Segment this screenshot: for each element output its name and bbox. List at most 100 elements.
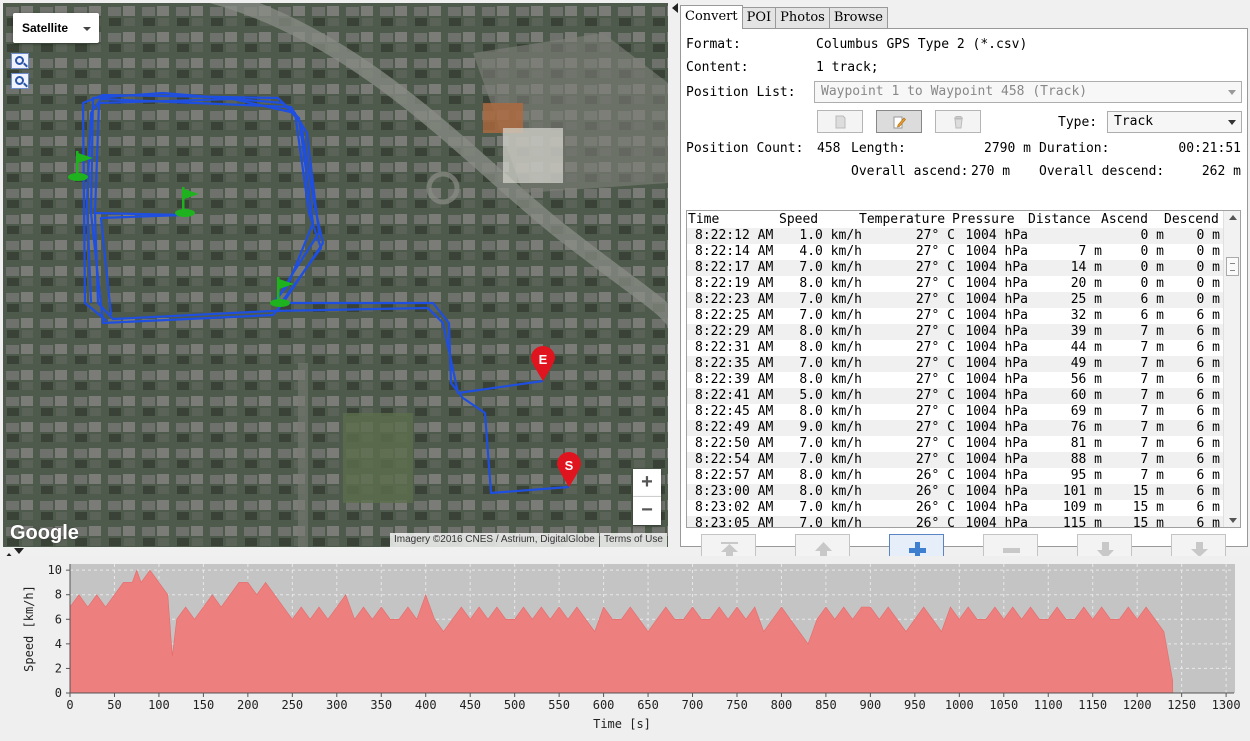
svg-text:E: E — [539, 352, 548, 367]
waypoint-flag-icon[interactable] — [68, 151, 93, 181]
table-row[interactable]: 8:23:05 AM 7.0 km/h 26° C 1004 hPa 115 m 15 m… — [687, 516, 1224, 528]
table-cell-time: 8:23:02 AM — [695, 500, 774, 515]
table-row[interactable]: 8:23:00 AM 8.0 km/h 26° C 1004 hPa 101 m 15 m… — [687, 484, 1224, 500]
table-cell-time: 8:23:00 AM — [695, 484, 774, 499]
satellite-imagery[interactable]: E S — [3, 3, 668, 547]
table-row[interactable]: 8:22:54 AM 7.0 km/h 27° C 1004 hPa 88 m 7 m 6 … — [687, 452, 1224, 468]
table-cell-pressure: 1004 hPa — [965, 420, 1028, 435]
tab-photos[interactable]: Photos — [775, 7, 830, 29]
overall-descend-label: Overall descend: — [1039, 164, 1165, 179]
table-row[interactable]: 8:22:41 AM 5.0 km/h 27° C 1004 hPa 60 m 7 m 6 … — [687, 388, 1224, 404]
table-row[interactable]: 8:22:17 AM 7.0 km/h 27° C 1004 hPa 14 m 0 m 0 … — [687, 260, 1224, 276]
type-value: Track — [1114, 114, 1154, 129]
table-cell-descend: 6 m — [1196, 388, 1220, 403]
table-cell-ascend: 15 m — [1132, 516, 1164, 528]
table-cell-time: 8:22:45 AM — [695, 404, 774, 419]
table-row[interactable]: 8:22:19 AM 8.0 km/h 27° C 1004 hPa 20 m 0 m 0 … — [687, 276, 1224, 292]
type-select[interactable]: Track — [1107, 111, 1242, 133]
table-cell-time: 8:22:49 AM — [695, 420, 774, 435]
zoom-out-tool-icon[interactable] — [11, 73, 29, 89]
table-row[interactable]: 8:22:12 AM 1.0 km/h 27° C 1004 hPa 0 m 0 m — [687, 228, 1224, 244]
table-cell-ascend: 7 m — [1140, 372, 1164, 387]
scroll-up-icon[interactable] — [1229, 215, 1237, 220]
scrollbar-thumb[interactable] — [1226, 257, 1239, 276]
table-cell-descend: 6 m — [1196, 500, 1220, 515]
table-cell-ascend: 0 m — [1140, 276, 1164, 291]
waypoint-flag-icon[interactable] — [270, 277, 294, 307]
table-cell-descend: 0 m — [1196, 276, 1220, 291]
map-view[interactable]: E S Satellite + − Google Imagery ©2016 C… — [3, 3, 668, 547]
table-cell-descend: 6 m — [1196, 468, 1220, 483]
start-marker-icon[interactable]: S — [557, 452, 581, 487]
table-row[interactable]: 8:22:35 AM 7.0 km/h 27° C 1004 hPa 49 m 7 m 6 … — [687, 356, 1224, 372]
collapse-left-icon[interactable] — [672, 3, 678, 13]
x-tick-label: 1250 — [1167, 698, 1196, 712]
tab-browse[interactable]: Browse — [828, 7, 888, 29]
x-tick-label: 650 — [637, 698, 659, 712]
table-row[interactable]: 8:23:02 AM 7.0 km/h 26° C 1004 hPa 109 m 15 m… — [687, 500, 1224, 516]
table-row[interactable]: 8:22:31 AM 8.0 km/h 27° C 1004 hPa 44 m 7 m 6 … — [687, 340, 1224, 356]
table-header: Time Speed Temperature Pressure Distance… — [687, 211, 1224, 228]
column-header-descend[interactable]: Descend — [1164, 212, 1219, 227]
table-row[interactable]: 8:22:57 AM 8.0 km/h 26° C 1004 hPa 95 m 7 m 6 … — [687, 468, 1224, 484]
column-header-speed[interactable]: Speed — [779, 212, 819, 227]
map-type-select[interactable]: Satellite — [13, 13, 99, 43]
move-up-icon — [815, 542, 832, 559]
gps-track — [81, 91, 570, 495]
terms-of-use-link[interactable]: Terms of Use — [600, 533, 667, 547]
table-row[interactable]: 8:22:14 AM 4.0 km/h 27° C 1004 hPa 7 m 0 m 0 m — [687, 244, 1224, 260]
table-cell-pressure: 1004 hPa — [965, 292, 1028, 307]
zoom-out-button[interactable]: − — [633, 497, 661, 525]
tab-convert[interactable]: Convert — [680, 5, 743, 29]
table-cell-temperature: 26° C — [915, 500, 955, 515]
table-cell-descend: 6 m — [1196, 404, 1220, 419]
speed-chart[interactable]: 0 50 100 150 200 250 300 350 400 450 500 550 600 650 7… — [0, 556, 1250, 741]
table-row[interactable]: 8:22:49 AM 9.0 km/h 27° C 1004 hPa 76 m 7 m 6 … — [687, 420, 1224, 436]
new-list-button[interactable] — [817, 110, 863, 133]
speed-chart-plot[interactable]: 0 50 100 150 200 250 300 350 400 450 500 550 600 650 7… — [0, 556, 1250, 741]
x-tick-label: 750 — [726, 698, 748, 712]
table-row[interactable]: 8:22:39 AM 8.0 km/h 27° C 1004 hPa 56 m 7 m 6 … — [687, 372, 1224, 388]
delete-list-button[interactable] — [935, 110, 981, 133]
table-cell-temperature: 27° C — [915, 356, 955, 371]
x-tick-label: 700 — [682, 698, 704, 712]
move-top-icon — [721, 542, 738, 559]
scroll-down-icon[interactable] — [1229, 518, 1237, 523]
table-cell-time: 8:22:17 AM — [695, 260, 774, 275]
table-cell-descend: 0 m — [1196, 244, 1220, 259]
edit-list-button[interactable] — [876, 110, 922, 133]
zoom-in-button[interactable]: + — [633, 469, 661, 497]
format-value: Columbus GPS Type 2 (*.csv) — [816, 37, 1028, 52]
table-cell-pressure: 1004 hPa — [965, 436, 1028, 451]
table-row[interactable]: 8:22:29 AM 8.0 km/h 27° C 1004 hPa 39 m 7 m 6 … — [687, 324, 1224, 340]
positions-table[interactable]: Time Speed Temperature Pressure Distance… — [686, 210, 1241, 528]
waypoint-flag-icon[interactable] — [175, 187, 199, 217]
table-cell-distance: 14 m — [1070, 260, 1102, 275]
end-marker-icon[interactable]: E — [531, 346, 555, 381]
column-header-time[interactable]: Time — [688, 212, 720, 227]
table-cell-speed: 8.0 km/h — [799, 468, 862, 483]
table-row[interactable]: 8:22:50 AM 7.0 km/h 27° C 1004 hPa 81 m 7 m 6 … — [687, 436, 1224, 452]
column-header-pressure[interactable]: Pressure — [952, 212, 1015, 227]
table-cell-distance: 49 m — [1070, 356, 1102, 371]
collapse-down-icon[interactable] — [14, 548, 24, 554]
table-row[interactable]: 8:22:23 AM 7.0 km/h 27° C 1004 hPa 25 m 6 m 0 … — [687, 292, 1224, 308]
table-scrollbar[interactable] — [1223, 211, 1240, 527]
position-list-select[interactable]: Waypoint 1 to Waypoint 458 (Track) — [814, 81, 1242, 103]
table-cell-temperature: 27° C — [915, 276, 955, 291]
position-list-value: Waypoint 1 to Waypoint 458 (Track) — [821, 84, 1088, 99]
column-header-temperature[interactable]: Temperature — [859, 212, 946, 227]
table-row[interactable]: 8:22:45 AM 8.0 km/h 27° C 1004 hPa 69 m 7 m 6 … — [687, 404, 1224, 420]
y-tick-label: 10 — [48, 563, 62, 577]
tab-poi[interactable]: POI — [741, 7, 777, 29]
table-cell-temperature: 27° C — [915, 324, 955, 339]
table-cell-ascend: 7 m — [1140, 388, 1164, 403]
table-cell-time: 8:23:05 AM — [695, 516, 774, 528]
table-row[interactable]: 8:22:25 AM 7.0 km/h 27° C 1004 hPa 32 m 6 m 6 … — [687, 308, 1224, 324]
table-cell-descend: 0 m — [1196, 228, 1220, 243]
zoom-in-tool-icon[interactable] — [11, 53, 29, 69]
column-header-ascend[interactable]: Ascend — [1101, 212, 1148, 227]
column-header-distance[interactable]: Distance — [1028, 212, 1091, 227]
y-axis-label: Speed [km/h] — [22, 585, 36, 672]
